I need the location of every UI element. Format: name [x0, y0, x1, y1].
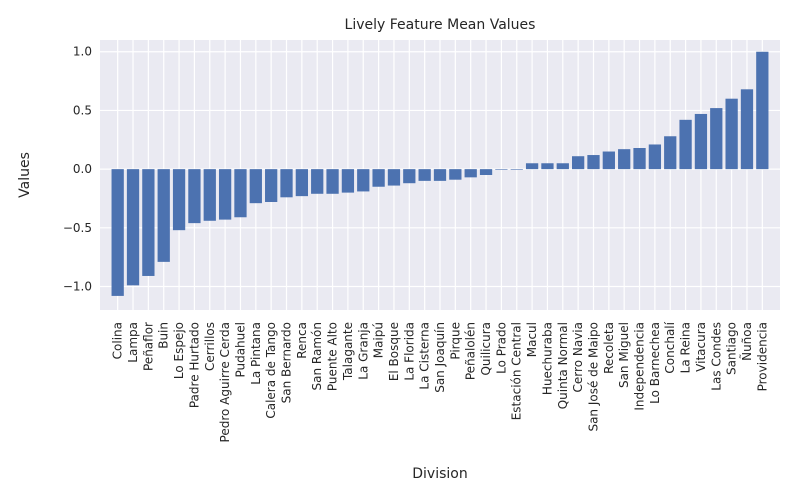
bar: [479, 169, 493, 175]
y-axis-label: Values: [17, 152, 33, 198]
x-tick-label: Las Condes: [709, 322, 723, 391]
bar: [679, 119, 692, 170]
x-tick-label: Lo Barnechea: [648, 322, 662, 404]
x-tick-label: Providencia: [755, 322, 769, 391]
bar: [249, 169, 262, 204]
bar: [710, 108, 723, 170]
x-tick-label: La Pintana: [249, 322, 263, 385]
x-tick-label: San José de Maipo: [586, 322, 600, 432]
bar: [740, 89, 754, 170]
x-tick-label: San Joaquín: [433, 322, 447, 393]
bar: [572, 156, 585, 170]
x-tick-label: Pudahuel: [233, 322, 247, 378]
x-tick-label: Santiago: [725, 322, 739, 375]
bar: [403, 169, 416, 184]
y-tick-label: 1.0: [73, 45, 92, 59]
x-tick-label: Pedro Aguirre Cerda: [218, 322, 232, 442]
x-tick-label: Cerro Navia: [571, 322, 585, 392]
bar: [234, 169, 247, 218]
x-tick-label: Maipú: [372, 322, 386, 358]
x-tick-label: Conchalí: [663, 321, 677, 373]
bar: [449, 169, 462, 180]
x-tick-label: Quilicura: [479, 322, 493, 376]
y-tick-label: 0.5: [73, 103, 92, 117]
bar: [618, 149, 631, 170]
bar: [341, 169, 355, 193]
x-tick-label: Buin: [157, 322, 171, 349]
x-tick-label: San Miguel: [617, 322, 631, 388]
bar: [218, 169, 232, 220]
bar: [633, 148, 646, 170]
bar: [111, 169, 124, 296]
x-tick-label: Cerrillos: [203, 322, 217, 371]
bar: [203, 169, 216, 221]
x-tick-label: Calera de Tango: [264, 322, 278, 419]
bar: [265, 169, 278, 202]
x-tick-label: Colina: [111, 322, 125, 359]
bar: [510, 169, 523, 170]
bar: [433, 169, 447, 181]
x-tick-label: Renca: [295, 322, 309, 359]
bar: [387, 169, 401, 186]
x-tick-label: La Cisterna: [418, 322, 432, 390]
x-tick-label: Lo Espejo: [172, 322, 186, 379]
bar: [157, 169, 170, 262]
bar: [295, 169, 308, 197]
bar: [756, 51, 769, 170]
x-tick-label: Independencia: [633, 322, 647, 411]
x-tick-label: Padre Hurtado: [187, 322, 201, 408]
bar: [418, 169, 431, 181]
x-tick-label: Estación Central: [510, 322, 524, 420]
bar: [357, 169, 370, 192]
x-tick-label: La Florida: [402, 322, 416, 381]
bar: [188, 169, 201, 224]
x-tick-label: Puente Alto: [326, 322, 340, 391]
y-tick-label: −1.0: [63, 280, 92, 294]
y-tick-label: 0.0: [73, 162, 92, 176]
x-tick-label: Lampa: [126, 322, 140, 363]
y-tick-label: −0.5: [63, 221, 92, 235]
x-tick-label: San Ramón: [310, 322, 324, 390]
x-tick-label: Macul: [525, 322, 539, 357]
bar: [664, 136, 677, 170]
x-tick-labels: Colina Lampa Peñaflor Buin Lo Espejo Padre Hu…: [111, 321, 770, 442]
x-tick-label: La Reina: [679, 322, 693, 373]
bar: [311, 169, 324, 194]
x-tick-label: Peñalolén: [464, 322, 478, 380]
x-tick-label: Vitacura: [694, 322, 708, 372]
x-tick-label: Lo Prado: [494, 322, 508, 374]
x-tick-label: Talagante: [341, 322, 355, 381]
y-tick-labels: −1.0 −0.5 0.0 0.5 1.0: [63, 45, 92, 294]
bar: [172, 169, 186, 231]
x-tick-label: El Bosque: [387, 322, 401, 381]
x-tick-label: Quinta Normal: [556, 322, 570, 409]
bar: [648, 144, 662, 170]
x-tick-label: Ñuñoa: [739, 322, 754, 361]
bar: [587, 155, 600, 170]
chart-title: Lively Feature Mean Values: [345, 17, 536, 33]
bar: [602, 151, 615, 170]
bars: [111, 51, 769, 296]
bar: [556, 163, 569, 170]
x-axis-label: Division: [412, 466, 467, 482]
x-tick-label: San Bernardo: [280, 322, 294, 403]
bar: [495, 169, 508, 170]
bar: [126, 169, 140, 286]
x-tick-label: Recoleta: [602, 322, 616, 374]
bar: [372, 169, 385, 187]
x-tick-label: Peñaflor: [141, 322, 155, 371]
x-tick-label: Huechuraba: [540, 322, 554, 395]
bar: [280, 169, 293, 198]
bar: [142, 169, 155, 276]
x-tick-label: La Granja: [356, 322, 370, 380]
bar: [541, 163, 554, 170]
bar: [326, 169, 339, 194]
x-tick-label: Pirque: [448, 322, 462, 360]
bar: [464, 169, 477, 178]
bar: [725, 98, 738, 170]
bar: [525, 163, 539, 170]
bar: [694, 113, 708, 170]
